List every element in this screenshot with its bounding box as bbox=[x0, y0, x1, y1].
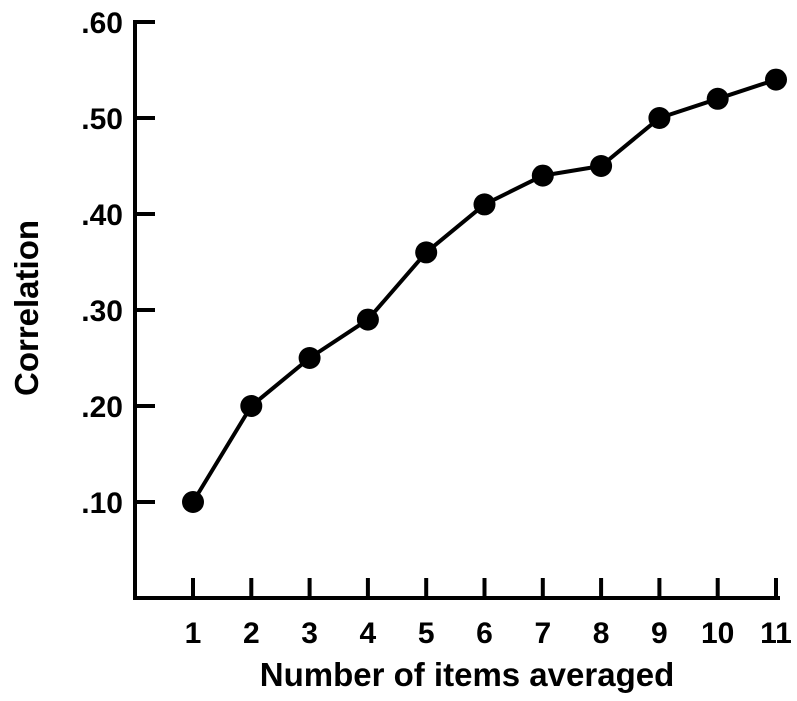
x-tick-label: 3 bbox=[301, 617, 318, 650]
data-point bbox=[473, 193, 496, 216]
data-points bbox=[182, 68, 787, 513]
y-tick-label: .60 bbox=[81, 7, 123, 40]
data-point bbox=[648, 107, 671, 129]
data-point bbox=[240, 395, 263, 417]
y-tick-label: .40 bbox=[81, 199, 123, 232]
data-point bbox=[590, 155, 613, 177]
y-tick-label: .30 bbox=[81, 295, 123, 328]
x-tick-label: 4 bbox=[360, 617, 377, 650]
x-axis-title: Number of items averaged bbox=[260, 656, 674, 693]
data-point bbox=[415, 241, 438, 264]
x-tick-label: 11 bbox=[760, 617, 792, 650]
x-tick-label: 8 bbox=[593, 617, 610, 650]
x-tick-label: 9 bbox=[651, 617, 668, 650]
series-line bbox=[191, 77, 777, 504]
x-tick-label: 5 bbox=[418, 617, 435, 650]
x-tick-label: 7 bbox=[534, 617, 551, 650]
axis-labels: Number of items averaged Correlation .10… bbox=[8, 7, 792, 693]
data-point bbox=[706, 87, 729, 110]
x-tick-label: 1 bbox=[185, 617, 202, 650]
x-tick-label: 10 bbox=[701, 617, 734, 650]
data-point bbox=[531, 164, 554, 187]
data-point bbox=[356, 308, 379, 331]
series-line-group bbox=[191, 77, 777, 504]
y-tick-label: .10 bbox=[81, 487, 123, 520]
data-point bbox=[765, 68, 787, 91]
y-tick-label: .20 bbox=[81, 391, 123, 424]
y-tick-label: .50 bbox=[81, 103, 123, 136]
y-axis-title: Correlation bbox=[8, 220, 45, 396]
x-tick-label: 2 bbox=[243, 617, 260, 650]
x-tick-label: 6 bbox=[476, 617, 493, 650]
data-point bbox=[182, 491, 204, 513]
data-point bbox=[298, 347, 321, 369]
axes bbox=[133, 20, 780, 600]
